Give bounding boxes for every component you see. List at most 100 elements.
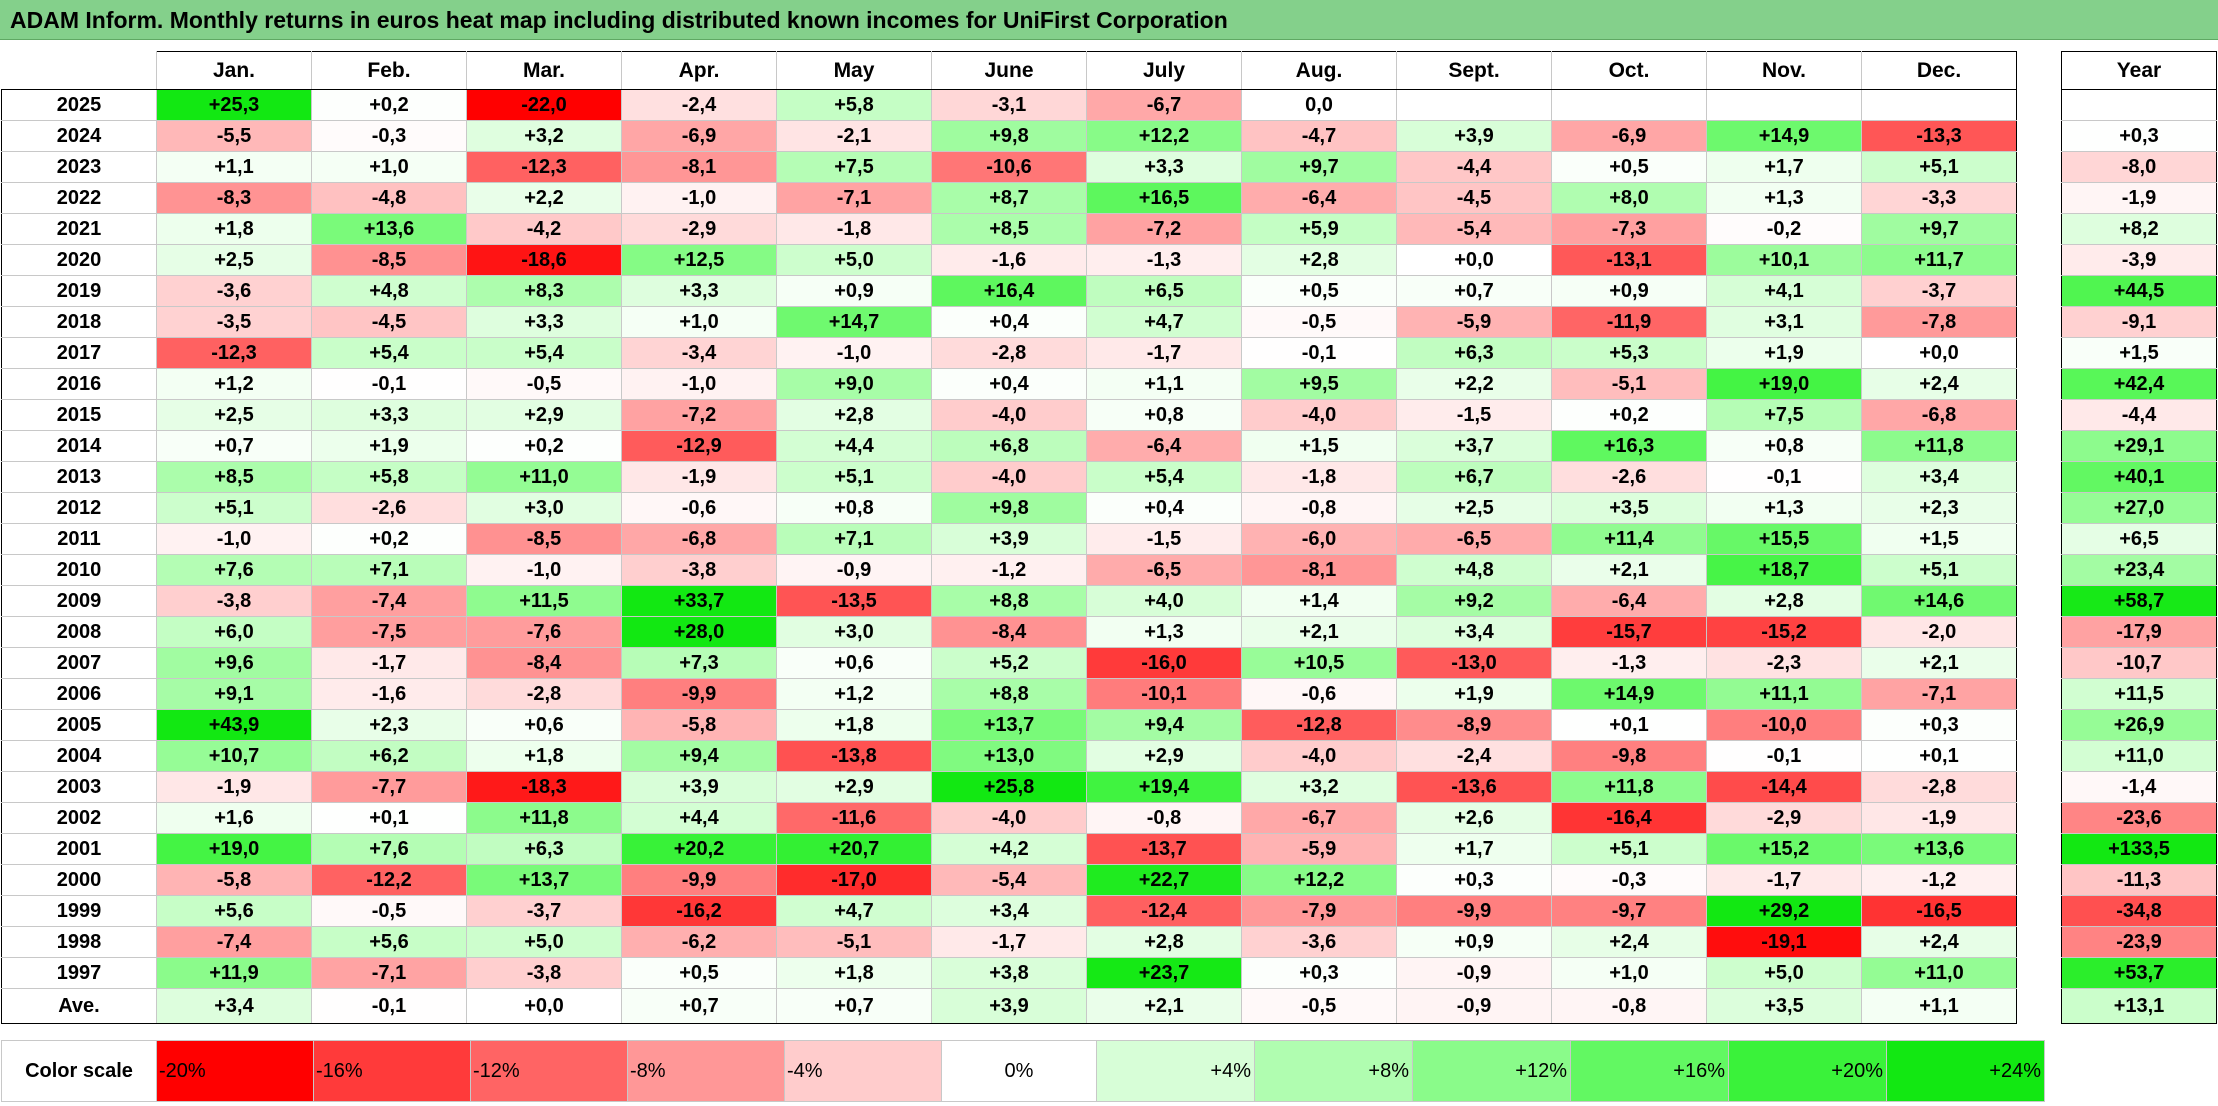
- heatmap-cell: +23,7: [1086, 957, 1242, 989]
- heatmap-cell: +12,5: [621, 244, 777, 276]
- heatmap-cell: -4,5: [1396, 182, 1552, 214]
- heatmap-cell: -0,3: [1551, 864, 1707, 896]
- heatmap-cell: -2,0: [1861, 616, 2017, 648]
- month-header: Dec.: [1861, 51, 2017, 90]
- heatmap-cell: +3,5: [1551, 492, 1707, 524]
- heatmap-cell: -5,8: [156, 864, 312, 896]
- heatmap-cell: -16,0: [1086, 647, 1242, 679]
- heatmap-cell: +9,8: [931, 492, 1087, 524]
- heatmap-cell: +7,6: [156, 554, 312, 586]
- heatmap-cell: -0,8: [1241, 492, 1397, 524]
- heatmap-cell: +28,0: [621, 616, 777, 648]
- heatmap-cell: +5,1: [776, 461, 932, 493]
- heatmap-cell: +4,1: [1706, 275, 1862, 307]
- heatmap-cell: +8,0: [1551, 182, 1707, 214]
- heatmap-cell: +2,9: [776, 771, 932, 803]
- year-row: 2005 +43,9 +2,3 +0,6 -5,8 +1,8 +13,7 +9,4 -12,8-…: [1, 709, 2017, 741]
- heatmap-cell: -2,3: [1706, 647, 1862, 679]
- year-label: 2020: [1, 244, 157, 276]
- heatmap-cell: +0,2: [311, 89, 467, 121]
- heatmap-cell: +0,9: [1551, 275, 1707, 307]
- heatmap-cell: +25,8: [931, 771, 1087, 803]
- heatmap-cell: -4,0: [1241, 399, 1397, 431]
- heatmap-cell: +11,8: [1861, 430, 2017, 462]
- heatmap-cell: +6,5: [1086, 275, 1242, 307]
- heatmap-cell: +10,5: [1241, 647, 1397, 679]
- color-scale-swatch: +8%: [1254, 1040, 1413, 1102]
- heatmap-cell: +25,3: [156, 89, 312, 121]
- heatmap-cell: +0,2: [1551, 399, 1707, 431]
- year-row: 1998 -7,4 +5,6 +5,0 -6,2 -5,1 -1,7 +2,8 -3,6 +0,9…: [1, 926, 2017, 958]
- heatmap-cell: -6,2: [621, 926, 777, 958]
- heatmap-cell: -17,0: [776, 864, 932, 896]
- heatmap-cell: +13,7: [466, 864, 622, 896]
- heatmap-cell: +2,9: [1086, 740, 1242, 772]
- heatmap-cell: +9,4: [621, 740, 777, 772]
- heatmap-cell: -5,1: [776, 926, 932, 958]
- heatmap-cell: -13,1: [1551, 244, 1707, 276]
- heatmap-cell: +1,0: [1551, 957, 1707, 989]
- year-label: 2024: [1, 120, 157, 152]
- heatmap-cell: +1,0: [621, 306, 777, 338]
- heatmap-cell: -6,9: [1551, 120, 1707, 152]
- heatmap-cell: +3,7: [1396, 430, 1552, 462]
- year-total-cell: +11,5: [2061, 678, 2217, 710]
- heatmap-cell: -13,8: [776, 740, 932, 772]
- heatmap-cell: -1,7: [1706, 864, 1862, 896]
- year-total-cell: -23,6: [2061, 802, 2217, 834]
- heatmap-cell: -22,0: [466, 89, 622, 121]
- heatmap-cell: +12,2: [1086, 120, 1242, 152]
- heatmap-cell: +6,8: [931, 430, 1087, 462]
- heatmap-cell: +8,7: [931, 182, 1087, 214]
- year-label: 2025: [1, 89, 157, 121]
- color-scale-label: Color scale: [1, 1040, 157, 1102]
- heatmap-cell: -8,1: [1241, 554, 1397, 586]
- year-total-cell: [2061, 89, 2217, 121]
- heatmap-cell: +3,2: [466, 120, 622, 152]
- year-total-cell: -17,9: [2061, 616, 2217, 648]
- average-cell: -0,9: [1396, 988, 1552, 1024]
- heatmap-cell: +2,4: [1551, 926, 1707, 958]
- heatmap-cell: -9,7: [1551, 895, 1707, 927]
- average-row: Ave. +3,4 -0,1 +0,0 +0,7 +0,7 +3,9 +2,1 -0,5 -0,9…: [1, 988, 2017, 1024]
- heatmap-cell: -13,0: [1396, 647, 1552, 679]
- heatmap-cell: -8,3: [156, 182, 312, 214]
- heatmap-cell: +20,2: [621, 833, 777, 865]
- heatmap-cell: -13,5: [776, 585, 932, 617]
- heatmap-cell: +19,0: [1706, 368, 1862, 400]
- month-header: June: [931, 51, 1087, 90]
- year-row: 2011 -1,0 +0,2 -8,5 -6,8 +7,1 +3,9 -1,5 -6,0 -6,5…: [1, 523, 2017, 555]
- heatmap-cell: +3,0: [466, 492, 622, 524]
- heatmap-cell: -4,0: [931, 802, 1087, 834]
- heatmap-cell: -7,2: [1086, 213, 1242, 245]
- heatmap-cell: +5,8: [776, 89, 932, 121]
- heatmap-cell: +0,1: [1551, 709, 1707, 741]
- year-row: 2023 +1,1 +1,0 -12,3 -8,1 +7,5 -10,6 +3,3 +9,7 -4…: [1, 151, 2017, 183]
- heatmap-cell: +0,8: [776, 492, 932, 524]
- heatmap-cell: +11,5: [466, 585, 622, 617]
- heatmap-cell: +5,4: [311, 337, 467, 369]
- heatmap-cell: +5,4: [1086, 461, 1242, 493]
- heatmap-cell: -6,5: [1086, 554, 1242, 586]
- heatmap-cell: +2,4: [1861, 926, 2017, 958]
- heatmap-cell: -11,6: [776, 802, 932, 834]
- heatmap-cell: +14,7: [776, 306, 932, 338]
- heatmap-cell: +3,8: [931, 957, 1087, 989]
- heatmap-cell: +6,3: [466, 833, 622, 865]
- year-total-cell: +58,7: [2061, 585, 2217, 617]
- year-total-cell: -23,9: [2061, 926, 2217, 958]
- heatmap-cell: +5,6: [311, 926, 467, 958]
- year-total-cell: +53,7: [2061, 957, 2217, 989]
- heatmap-cell: -5,1: [1551, 368, 1707, 400]
- heatmap-cell: +1,8: [776, 957, 932, 989]
- year-label: 2023: [1, 151, 157, 183]
- yearly-returns-column: Year +0,3 -8,0 -1,9 +8,2 -3,9 +44,5 -9,1 +1,5 +42…: [2061, 51, 2217, 1024]
- heatmap-cell: +14,6: [1861, 585, 2017, 617]
- year-label: 1999: [1, 895, 157, 927]
- heatmap-cell: -5,9: [1241, 833, 1397, 865]
- heatmap-cell: +14,9: [1706, 120, 1862, 152]
- heatmap-cell: -1,7: [1086, 337, 1242, 369]
- heatmap-cell: +5,1: [1861, 554, 2017, 586]
- heatmap-cell: +1,8: [466, 740, 622, 772]
- heatmap-cell: +4,4: [776, 430, 932, 462]
